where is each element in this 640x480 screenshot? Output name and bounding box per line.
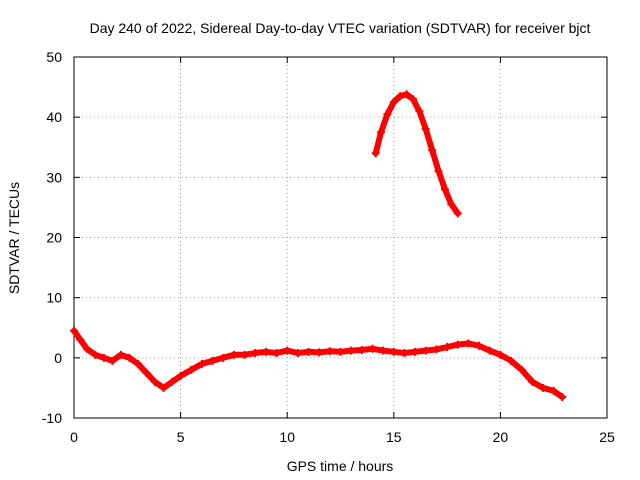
data-point (197, 359, 206, 368)
data-point (453, 209, 462, 218)
data-point (283, 346, 292, 355)
data-point (261, 347, 270, 356)
y-tick-label: 40 (46, 109, 62, 125)
data-point (304, 347, 313, 356)
data-point (389, 347, 398, 356)
data-point (421, 346, 430, 355)
data-point (428, 146, 437, 155)
y-tick-label: 30 (46, 169, 62, 185)
data-point (325, 347, 334, 356)
series-line (372, 91, 461, 217)
data-point (496, 350, 505, 359)
data-point (558, 392, 567, 401)
data-point (368, 344, 377, 353)
data-point (421, 125, 430, 134)
data-point (133, 359, 142, 368)
y-tick-label: 10 (46, 290, 62, 306)
data-point (402, 90, 411, 99)
data-point (168, 377, 177, 386)
axis-ticks: 0 5 10 15 20 25 -10 0 10 20 30 40 50 (42, 49, 615, 445)
data-point (434, 167, 443, 176)
data-point (408, 95, 417, 104)
data-point (411, 347, 420, 356)
data-point (82, 344, 91, 353)
grid-lines (74, 57, 607, 418)
data-point (396, 92, 405, 101)
data-point (336, 347, 345, 356)
data-point (447, 200, 456, 209)
data-point (485, 346, 494, 355)
data-point (76, 335, 85, 344)
data-point (453, 340, 462, 349)
chart-title: Day 240 of 2022, Sidereal Day-to-day VTE… (90, 20, 591, 36)
x-tick-label: 10 (279, 429, 295, 445)
data-point (507, 356, 516, 365)
data-point (70, 326, 78, 335)
x-tick-label: 15 (386, 429, 402, 445)
data-point (347, 346, 356, 355)
x-axis-title: GPS time / hours (287, 458, 394, 474)
x-tick-label: 0 (70, 429, 78, 445)
y-tick-label: 50 (46, 49, 62, 65)
data-point (389, 98, 398, 107)
data-point (108, 356, 117, 365)
plot-frame (73, 56, 608, 419)
x-tick-label: 20 (493, 429, 509, 445)
data-point (377, 128, 386, 137)
series-line (71, 327, 566, 400)
data-point (528, 377, 537, 386)
x-tick-label: 5 (177, 429, 185, 445)
data-point (432, 345, 441, 354)
data-marks (70, 90, 567, 401)
data-point (443, 343, 452, 352)
data-point (151, 377, 160, 386)
data-point (159, 383, 168, 392)
y-tick-label: -10 (42, 410, 62, 426)
data-point (549, 386, 558, 395)
data-point (440, 185, 449, 194)
data-point (464, 339, 473, 348)
data-point (99, 353, 108, 362)
data-point (539, 383, 548, 392)
data-point (415, 107, 424, 116)
y-tick-label: 0 (54, 350, 62, 366)
data-point (475, 341, 484, 350)
data-point (315, 348, 324, 357)
data-point (142, 368, 151, 377)
data-point (91, 350, 100, 359)
data-point (116, 350, 125, 359)
data-point (272, 349, 281, 358)
data-point (383, 110, 392, 119)
y-tick-label: 20 (46, 230, 62, 246)
data-point (176, 371, 185, 380)
series-low-elevation-track (70, 326, 567, 401)
data-point (293, 349, 302, 358)
series-high-elevation-track (371, 90, 462, 218)
data-point (379, 346, 388, 355)
data-point (125, 353, 134, 362)
data-point (219, 353, 228, 362)
data-point (251, 349, 260, 358)
data-point (187, 365, 196, 374)
data-point (240, 350, 249, 359)
data-point (371, 149, 380, 158)
data-point (208, 356, 217, 365)
data-point (229, 350, 238, 359)
x-tick-label: 25 (599, 429, 615, 445)
data-point (357, 346, 366, 355)
y-axis-title: SDTVAR / TECUs (6, 182, 22, 294)
data-point (400, 349, 409, 358)
data-point (517, 365, 526, 374)
